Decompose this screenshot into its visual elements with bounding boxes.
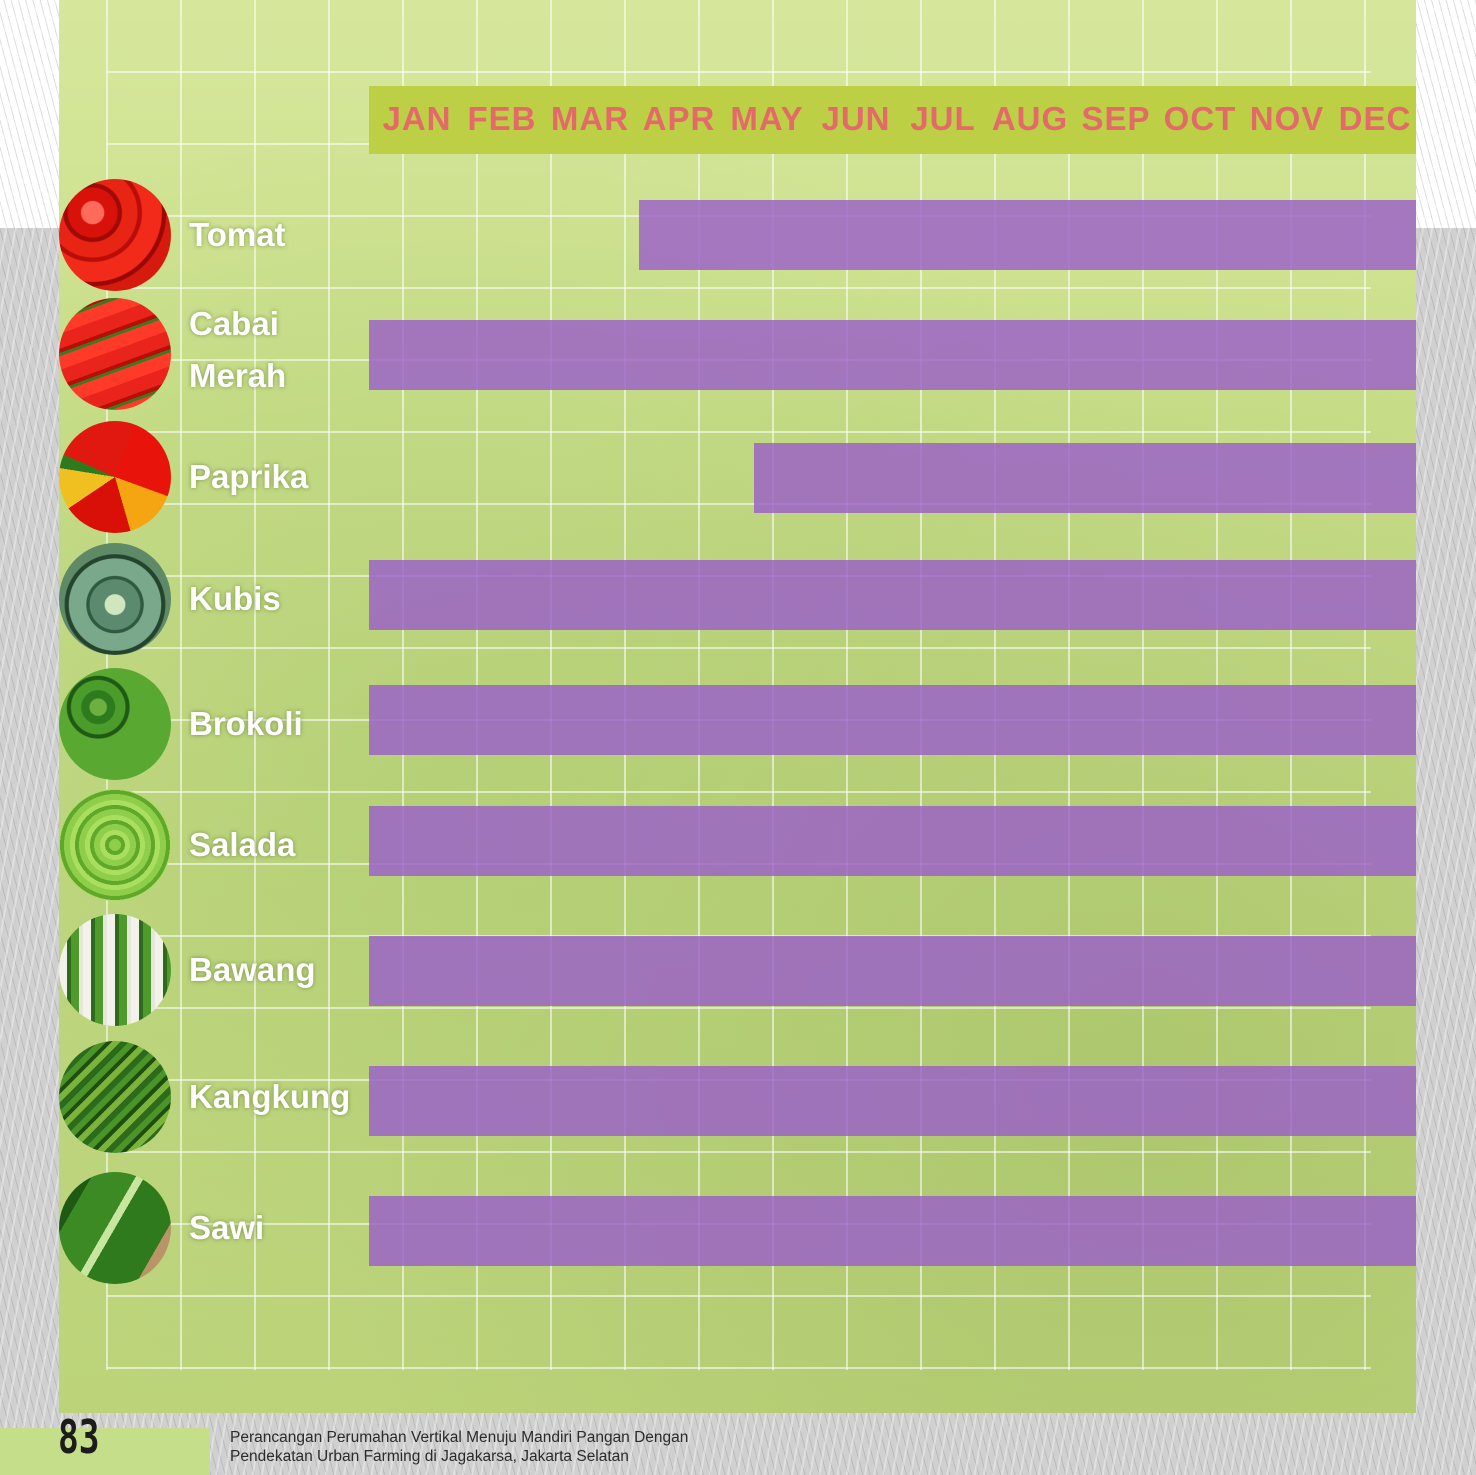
- month-label-may: MAY: [730, 100, 804, 137]
- month-label-sep: SEP: [1081, 100, 1151, 137]
- footer-caption: Perancangan Perumahan Vertikal Menuju Ma…: [230, 1428, 688, 1466]
- mustard-greens-icon: [59, 1172, 171, 1284]
- month-label-aug: AUG: [991, 100, 1069, 137]
- footer-accent: [0, 1428, 210, 1475]
- row-label-line: Merah: [189, 357, 287, 394]
- row-label-kangkung: Kangkung: [189, 1078, 351, 1115]
- month-label-jun: JUN: [821, 100, 891, 137]
- bar-brokoli: [369, 685, 1416, 755]
- bar-salada: [369, 806, 1416, 876]
- bar-paprika: [754, 443, 1416, 513]
- bar-kangkung: [369, 1066, 1416, 1136]
- month-label-feb: FEB: [467, 100, 537, 137]
- month-label-nov: NOV: [1249, 100, 1325, 137]
- broccoli-icon: [59, 668, 171, 780]
- row-label-brokoli: Brokoli: [189, 705, 303, 742]
- month-label-jul: JUL: [910, 100, 976, 137]
- chili-icon: [59, 298, 171, 410]
- row-label-sawi: Sawi: [189, 1209, 265, 1246]
- bar-sawi: [369, 1196, 1416, 1266]
- row-label-cabai-merah: Cabai Merah: [189, 298, 286, 402]
- chart-panel: JAN FEB MAR APR MAY JUN JUL AUG SEP OCT NOV DEC Tom…: [59, 0, 1416, 1413]
- bar-cabai-merah: [369, 320, 1416, 390]
- bell-pepper-icon: [59, 421, 171, 533]
- water-spinach-icon: [59, 1041, 171, 1153]
- row-label-bawang: Bawang: [189, 951, 316, 988]
- bar-kubis: [369, 560, 1416, 630]
- month-label-dec: DEC: [1338, 100, 1412, 137]
- caption-line-1: Perancangan Perumahan Vertikal Menuju Ma…: [230, 1429, 689, 1446]
- row-label-salada: Salada: [189, 826, 296, 863]
- cabbage-icon: [59, 543, 171, 655]
- month-label-apr: APR: [642, 100, 716, 137]
- row-label-kubis: Kubis: [189, 580, 281, 617]
- month-label-mar: MAR: [550, 100, 630, 137]
- page-number: 83: [58, 1410, 100, 1464]
- row-label-tomat: Tomat: [189, 216, 286, 253]
- bar-bawang: [369, 936, 1416, 1006]
- month-label-oct: OCT: [1163, 100, 1237, 137]
- lettuce-icon: [59, 789, 171, 901]
- scallion-icon: [59, 914, 171, 1026]
- caption-line-2: Pendekatan Urban Farming di Jagakarsa, J…: [230, 1448, 629, 1465]
- row-label-line: Cabai: [189, 305, 279, 342]
- month-label-jan: JAN: [382, 100, 452, 137]
- tomato-icon: [59, 179, 171, 291]
- row-label-paprika: Paprika: [189, 458, 309, 495]
- bar-tomat: [639, 200, 1416, 270]
- month-header-band: [369, 86, 1416, 154]
